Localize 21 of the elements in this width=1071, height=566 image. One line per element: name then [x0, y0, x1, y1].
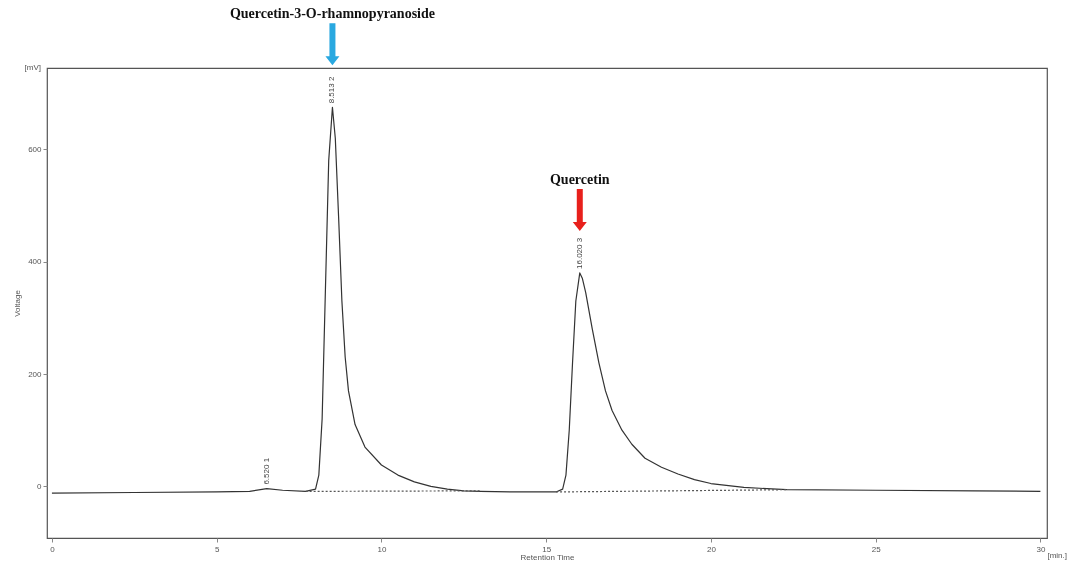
- x-tick-label: 5: [214, 544, 220, 554]
- y-tick-label: 400: [28, 257, 43, 267]
- x-tick-label: 10: [377, 544, 387, 554]
- x-axis-title: Retention Time: [520, 552, 575, 562]
- x-tick-label: 30: [1036, 544, 1046, 554]
- y-tick-label: 600: [28, 144, 43, 154]
- annotation: Quercetin: [549, 171, 610, 187]
- text: [min.]: [1047, 551, 1067, 560]
- x-tick-label: 20: [706, 544, 717, 554]
- annotation: 16.020 3: [574, 237, 584, 269]
- annotation: 6.520 1: [261, 457, 271, 485]
- text: Quercetin-3-O-rhamnopyranoside: [229, 6, 435, 22]
- x-tick-label: 0: [50, 544, 56, 554]
- annotation: 8.513 2: [327, 76, 337, 104]
- y-axis-title: Voltage: [13, 289, 23, 317]
- y-tick-label: 0: [37, 481, 43, 491]
- x-tick-label: 25: [871, 544, 882, 554]
- y-tick-label: 200: [28, 369, 43, 379]
- text: [mV]: [24, 63, 41, 72]
- x-tick-label: 15: [542, 544, 552, 554]
- line-series: [51, 106, 1042, 494]
